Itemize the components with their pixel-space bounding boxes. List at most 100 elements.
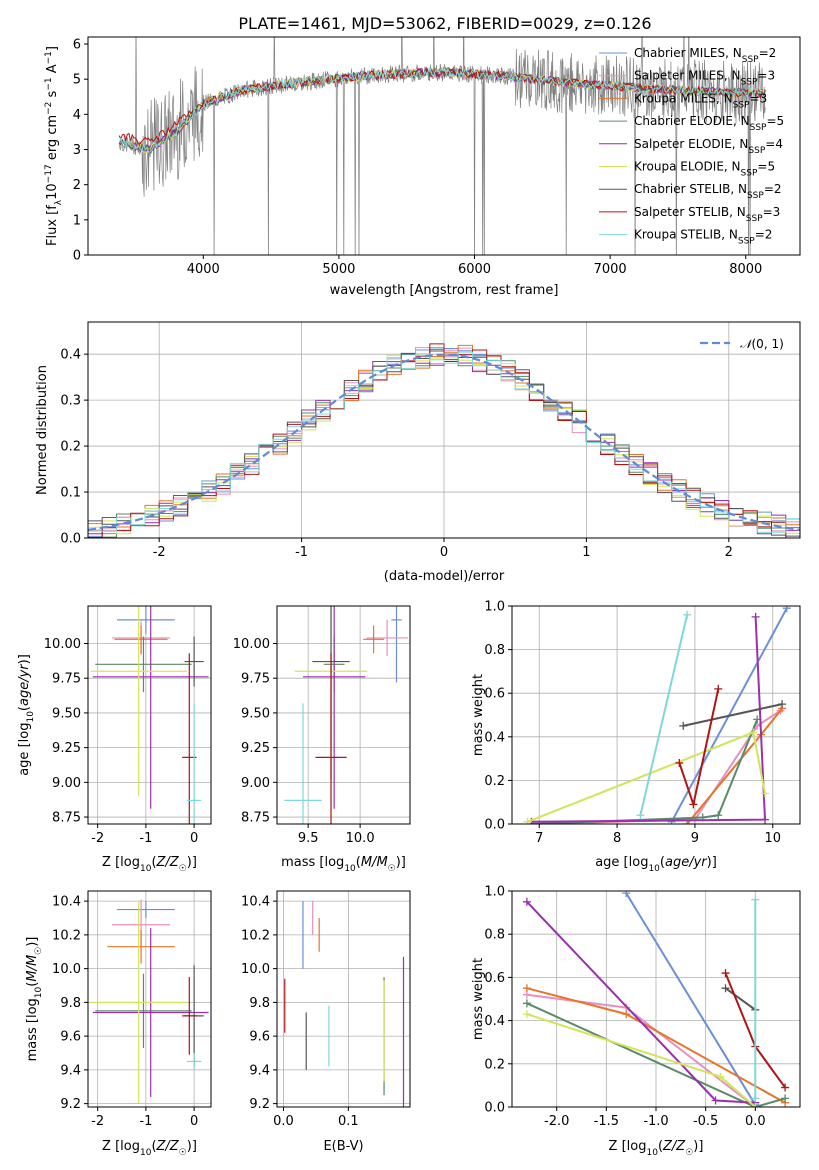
legend-label: Salpeter STELIB, NSSP=3 bbox=[634, 205, 780, 224]
series-marker bbox=[751, 612, 760, 621]
series-marker bbox=[522, 984, 531, 993]
normal-reference-line bbox=[88, 353, 800, 531]
legend-label: Kroupa ELODIE, NSSP=5 bbox=[634, 160, 775, 179]
legend: 𝒩(0, 1) bbox=[700, 337, 784, 351]
series-marker bbox=[714, 684, 723, 693]
axes-mass-vs-Z: -2 -1 0 9.2 9.4 9.6 9.8 10.0 10.2 10.4 Z [log10(Z/… bbox=[25, 890, 212, 1158]
series-marker bbox=[679, 721, 688, 730]
axes-mass-vs-ebv: 0.0 0.1 9.2 9.4 9.6 9.8 10.0 10.2 10.4 E(B-V) bbox=[241, 890, 411, 1154]
x-tick-label: 10 bbox=[764, 831, 781, 846]
panel-spectrum: 4000 5000 6000 7000 8000 0 1 2 3 4 5 6 wavelength [A… bbox=[44, 36, 801, 298]
x-axis-label: E(B-V) bbox=[323, 1139, 363, 1154]
y-tick-label: 8.75 bbox=[241, 811, 270, 826]
panel-age-vs-Z: -2 -1 0 8.75 9.00 9.25 9.50 9.75 10.00 Z [log10(Z… bbox=[17, 605, 212, 874]
y-tick-label: 0.4 bbox=[484, 1014, 505, 1029]
y-tick-label: 10.2 bbox=[52, 928, 81, 943]
y-tick-label: 1.0 bbox=[484, 885, 505, 900]
histogram-line bbox=[88, 343, 800, 538]
x-axis-label: age [log10(age/yr)] bbox=[595, 855, 717, 874]
y-tick-label: 4 bbox=[73, 108, 81, 123]
axes-frame bbox=[276, 605, 411, 825]
series-line bbox=[526, 901, 756, 1104]
y-tick-label: 0.8 bbox=[484, 643, 505, 658]
y-tick-label: 10.4 bbox=[52, 895, 81, 910]
y-tick-label: 0.3 bbox=[60, 394, 81, 409]
legend-label: Chabrier STELIB, NSSP=2 bbox=[634, 182, 782, 201]
series-line bbox=[527, 731, 766, 823]
y-tick-label: 10.0 bbox=[241, 962, 270, 977]
y-tick-label: 9.6 bbox=[60, 1030, 81, 1045]
series-marker bbox=[675, 758, 684, 767]
series-marker bbox=[782, 606, 791, 613]
y-tick-label: 0.4 bbox=[60, 348, 81, 363]
y-tick-label: 9.8 bbox=[249, 996, 270, 1011]
x-tick-label: 9.5 bbox=[298, 831, 319, 846]
x-tick-label: 9 bbox=[691, 831, 699, 846]
x-tick-label: 0 bbox=[190, 831, 198, 846]
y-tick-label: 9.2 bbox=[249, 1097, 270, 1112]
y-tick-label: 9.2 bbox=[60, 1097, 81, 1112]
y-axis-label: mass weight bbox=[471, 958, 486, 1040]
series-line bbox=[625, 892, 757, 1106]
y-tick-label: 8.75 bbox=[52, 811, 81, 826]
x-tick-label: 0 bbox=[440, 545, 448, 560]
x-tick-label: 1 bbox=[582, 545, 590, 560]
series-marker bbox=[711, 1096, 720, 1105]
y-tick-label: 9.6 bbox=[249, 1030, 270, 1045]
series-marker bbox=[636, 811, 645, 820]
x-axis-label: (data-model)/error bbox=[384, 569, 505, 584]
y-tick-label: 9.8 bbox=[60, 996, 81, 1011]
marks-age-vs-mass bbox=[284, 606, 408, 824]
y-tick-label: 10.4 bbox=[241, 895, 270, 910]
y-tick-label: 9.25 bbox=[52, 741, 81, 756]
y-tick-label: 0.1 bbox=[60, 486, 81, 501]
marks-residuals bbox=[88, 343, 800, 538]
x-tick-label: 0.0 bbox=[745, 1114, 766, 1129]
x-axis-label: wavelength [Angstrom, rest frame] bbox=[330, 283, 559, 298]
y-tick-label: 0.8 bbox=[484, 928, 505, 943]
marks-weight-vs-Z bbox=[522, 891, 790, 1107]
y-tick-label: 9.00 bbox=[241, 776, 270, 791]
x-tick-label: 6000 bbox=[458, 262, 491, 277]
series-line bbox=[682, 703, 783, 727]
series-line bbox=[531, 719, 759, 824]
x-tick-label: -1 bbox=[139, 1114, 152, 1129]
grid-mass-vs-ebv bbox=[277, 891, 410, 1107]
y-tick-label: 9.50 bbox=[52, 706, 81, 721]
x-tick-label: -2.0 bbox=[544, 1114, 569, 1129]
axes-weight-vs-Z: -2.0 -1.5 -1.0 -0.5 0.0 0.0 0.2 0.4 0.6 0.8 1.0 Z [… bbox=[471, 885, 801, 1158]
x-tick-label: 8000 bbox=[729, 262, 762, 277]
series-marker bbox=[689, 800, 698, 809]
grid-age-vs-Z bbox=[88, 606, 211, 824]
panel-mass-vs-Z: -2 -1 0 9.2 9.4 9.6 9.8 10.0 10.2 10.4 Z [log10(Z/… bbox=[25, 890, 212, 1158]
axes-age-vs-mass: 9.5 10.0 8.75 9.00 9.25 9.50 9.75 10.00 mass [lo… bbox=[233, 605, 411, 874]
axes-frame bbox=[276, 890, 411, 1108]
y-tick-label: 0.2 bbox=[60, 440, 81, 455]
y-tick-label: 0.0 bbox=[484, 1101, 505, 1116]
series-line bbox=[531, 616, 767, 823]
y-tick-label: 0.6 bbox=[484, 687, 505, 702]
axes-residuals: -2 -1 0 1 2 0.0 0.1 0.2 0.3 0.4 (data-model)/error… bbox=[35, 321, 801, 584]
figure-title: PLATE=1461, MJD=53062, FIBERID=0029, z=0… bbox=[238, 14, 651, 33]
axes-frame bbox=[511, 890, 801, 1108]
x-axis-label: Z [log10(Z/Z☉)] bbox=[102, 855, 197, 874]
legend-label: Salpeter ELODIE, NSSP=4 bbox=[634, 137, 783, 156]
y-axis-label: mass [log10(M/M☉)] bbox=[25, 937, 44, 1062]
x-tick-label: -1.5 bbox=[594, 1114, 619, 1129]
x-tick-label: 0 bbox=[190, 1114, 198, 1129]
legend-label: Chabrier MILES, NSSP=2 bbox=[634, 46, 776, 65]
axes-frame bbox=[87, 321, 801, 539]
series-line bbox=[724, 987, 756, 1011]
y-tick-label: 0 bbox=[73, 249, 81, 264]
series-marker bbox=[781, 1094, 790, 1103]
y-tick-label: 0.0 bbox=[60, 532, 81, 547]
y-tick-label: 9.75 bbox=[241, 672, 270, 687]
axes-frame bbox=[511, 605, 801, 825]
series-marker bbox=[781, 1083, 790, 1092]
x-tick-label: 5000 bbox=[322, 262, 355, 277]
series-marker bbox=[522, 1010, 531, 1019]
x-tick-label: 7000 bbox=[594, 262, 627, 277]
series-marker bbox=[622, 1010, 631, 1019]
y-tick-label: 1.0 bbox=[484, 600, 505, 615]
y-tick-label: 9.4 bbox=[60, 1063, 81, 1078]
